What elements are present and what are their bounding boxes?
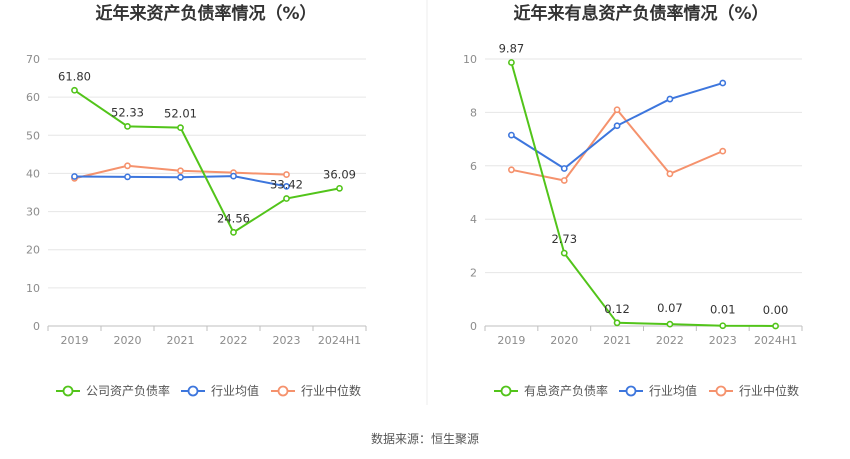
series-line [510,62,776,327]
y-tick-label: 10 [26,282,40,295]
x-tick-label: 2022 [656,334,684,347]
series-line [73,89,340,234]
chart-interest-bearing-debt-ratio: 近年来有息资产负债率情况（%） 0 2 4 6 8 10 2019 2020 2021 2022 20… [463,3,803,398]
x-tick-label: 2024H1 [754,334,797,347]
legend-label[interactable]: 行业均值 [649,383,697,398]
data-point [71,86,78,94]
x-tick-label: 2020 [550,334,578,347]
data-point [666,95,674,103]
x-tick-label: 2019 [497,334,525,347]
series-line [511,108,724,182]
y-tick-label: 60 [26,91,40,104]
data-point [230,172,237,180]
y-tick-label: 70 [26,53,40,66]
data-point [177,124,184,132]
y-tick-label: 0 [33,320,40,333]
data-label: 9.87 [499,41,525,55]
y-tick-label: 0 [470,320,477,333]
data-label: 2.73 [551,232,577,246]
data-point [124,162,131,170]
x-tick-label: 2024H1 [318,334,361,347]
data-point [772,322,779,330]
data-point [283,182,290,190]
data-point [560,177,568,184]
data-point [719,79,727,87]
legend-label[interactable]: 公司资产负债率 [86,383,170,398]
data-point [283,171,290,178]
data-label: 0.12 [604,302,630,316]
data-label: 61.80 [58,69,91,83]
y-tick-label: 10 [463,53,477,66]
y-tick-label: 50 [26,129,40,142]
x-tick-label: 2019 [61,334,89,347]
legend-marker-dot[interactable] [277,385,289,397]
x-tick-label: 2021 [603,334,631,347]
legend-label[interactable]: 有息资产负债率 [524,383,608,398]
legend-marker-dot[interactable] [500,385,512,397]
y-tick-label: 2 [470,267,477,280]
data-label: 24.56 [217,211,250,225]
x-tick-label: 2023 [273,334,301,347]
data-point [177,173,184,181]
data-label: 52.01 [164,107,197,121]
x-tick-label: 2020 [114,334,142,347]
data-point [719,322,727,330]
data-point [283,195,290,202]
source-note: 数据来源：恒生聚源 [371,431,479,446]
data-point [560,249,568,257]
legend-label[interactable]: 行业中位数 [301,383,361,398]
data-point [124,173,131,181]
data-point [613,106,621,114]
legend-marker-dot[interactable] [715,385,727,397]
data-point [71,173,78,180]
y-tick-label: 40 [26,167,40,180]
legend-marker-dot[interactable] [62,385,74,397]
x-tick-label: 2023 [709,334,737,347]
data-point [336,184,343,192]
x-tick-label: 2022 [220,334,248,347]
data-point [719,147,727,155]
y-tick-label: 20 [26,244,40,257]
data-label: 0.01 [710,303,736,317]
data-point [230,228,237,236]
legend-marker-dot[interactable] [187,385,199,397]
data-label: 36.09 [323,167,356,181]
data-point [508,59,515,66]
legend-label[interactable]: 行业均值 [211,383,259,398]
data-point [508,131,515,139]
data-point [177,167,184,175]
data-label: 0.07 [657,301,683,315]
y-tick-label: 8 [470,106,477,119]
data-label: 52.33 [111,105,144,119]
x-tick-label: 2021 [167,334,195,347]
chart-title: 近年来资产负债率情况（%） [95,3,316,24]
y-tick-label: 4 [470,213,477,226]
data-point [560,165,568,172]
data-point [613,122,621,130]
legend-label[interactable]: 行业中位数 [739,383,799,398]
y-tick-label: 30 [26,206,40,219]
chart-debt-ratio: 近年来资产负债率情况（%） 0 10 20 30 40 50 60 70 2019 2020 2021… [26,3,367,398]
data-point [666,320,674,328]
legend-marker-dot[interactable] [625,385,637,397]
data-point [613,319,621,327]
data-point [124,122,131,130]
data-label: 33.42 [270,178,303,192]
chart-title: 近年来有息资产负债率情况（%） [513,3,768,24]
y-tick-label: 6 [470,160,477,173]
data-point [666,170,674,178]
data-point [508,166,515,174]
data-label: 0.00 [763,303,789,317]
